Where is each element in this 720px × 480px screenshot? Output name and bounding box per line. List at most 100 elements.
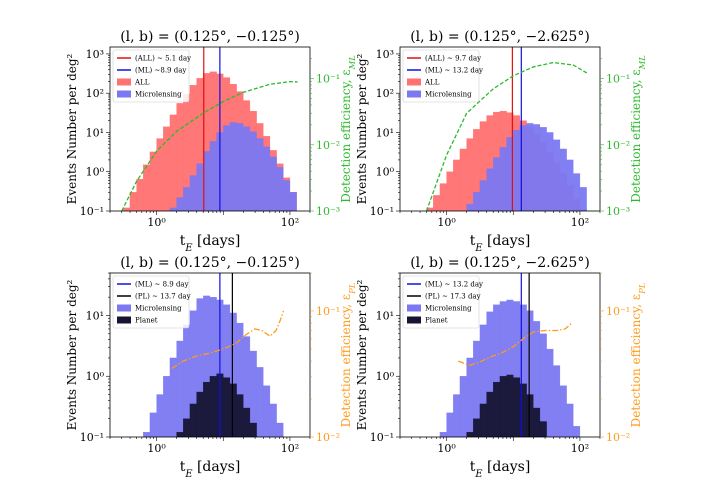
chart-panel-top-right: 10⁰ 10² 10⁻¹ 10⁰ 10¹ 10² 10³ 10⁻³ 10⁻² 10⁻¹ (l, b)…: [355, 29, 647, 254]
y2-axis-label: Detection efficiency, εPL: [629, 282, 647, 427]
legend-box: [402, 49, 480, 103]
y-axis-label: Events Number per deg²: [355, 53, 369, 204]
legend-entry-label: Microlensing: [425, 305, 472, 313]
legend-entry-label: (ML) ~ 8.9 day: [135, 281, 189, 289]
bar-planet: [499, 376, 507, 437]
bar-microlensing: [546, 348, 554, 437]
x-axis-label: tE [days]: [470, 233, 531, 254]
bar-microlensing: [176, 197, 184, 211]
legend-entry-label: (ML) ~8.9 day: [135, 67, 186, 75]
legend-box: [112, 49, 190, 103]
bar-microlensing: [499, 147, 507, 211]
bar-microlensing: [466, 357, 474, 437]
y2-tick-label: 10⁻¹: [606, 305, 630, 318]
y-tick-label: 10⁻¹: [370, 431, 394, 444]
legend-patch-swatch: [117, 304, 131, 312]
x-axis-label: tE [days]: [470, 459, 531, 480]
bar-microlensing: [243, 126, 251, 211]
bar-microlensing: [573, 426, 581, 437]
bar-all: [446, 171, 454, 211]
x-tick-label: 10²: [281, 442, 299, 455]
bar-planet: [539, 421, 547, 437]
bar-microlensing: [163, 376, 171, 437]
y-tick-label: 10²: [376, 87, 394, 100]
y-axis-label: Events Number per deg²: [65, 53, 79, 204]
bar-microlensing: [169, 357, 177, 437]
legend-patch-swatch: [407, 316, 421, 324]
legend-entry-label: ALL: [134, 79, 150, 87]
x-tick-label: 10⁰: [437, 216, 456, 229]
x-axis-label: tE [days]: [180, 233, 241, 254]
y-tick-label: 10⁰: [376, 166, 395, 179]
x-axis-label: tE [days]: [180, 459, 241, 480]
y2-tick-label: 10⁻²: [316, 139, 340, 152]
y2-tick-label: 10⁻³: [606, 205, 630, 218]
bar-microlensing: [566, 159, 574, 211]
y2-axis-label: Detection efficiency, εML: [629, 55, 647, 203]
bar-microlensing: [446, 412, 454, 437]
bar-planet: [533, 407, 541, 437]
bar-microlensing: [453, 394, 461, 437]
bar-microlensing: [459, 376, 467, 437]
chart-title: (l, b) = (0.125°, −0.125°): [120, 255, 300, 271]
y2-axis-label: Detection efficiency, εPL: [339, 282, 357, 427]
bar-planet: [209, 376, 217, 437]
bar-microlensing: [189, 175, 197, 211]
x-tick-label: 10⁰: [437, 442, 456, 455]
legend-patch-swatch: [117, 78, 131, 86]
bar-planet: [486, 391, 494, 437]
bar-microlensing: [249, 131, 257, 211]
bar-microlensing: [473, 192, 481, 211]
bar-all: [123, 207, 131, 211]
axes-frame: [109, 272, 311, 438]
chart-title: (l, b) = (0.125°, −0.125°): [120, 29, 300, 45]
legend: (ML) ~ 8.9 day (PL) ~ 13.7 day Microlensin…: [112, 275, 191, 329]
bar-planet: [189, 403, 197, 437]
legend-patch-swatch: [117, 316, 131, 324]
legend-entry-label: ALL: [424, 79, 440, 87]
x-tick-label: 10²: [281, 216, 299, 229]
bar-microlensing: [143, 432, 151, 437]
bar-planet: [526, 394, 534, 437]
bar-microlensing: [579, 187, 587, 211]
legend-entry-label: Microlensing: [135, 91, 182, 99]
bar-microlensing: [553, 365, 561, 437]
legend-entry-label: (ALL) ~ 5.1 day: [135, 55, 191, 63]
y-tick-label: 10²: [86, 87, 104, 100]
bar-microlensing: [196, 163, 204, 211]
y-tick-label: 10⁰: [376, 370, 395, 383]
bar-planet: [249, 422, 257, 437]
bar-microlensing: [559, 385, 567, 437]
efficiency-curve: [171, 310, 285, 369]
chart-title: (l, b) = (0.125°, −2.625°): [410, 255, 590, 271]
legend: (ML) ~ 13.2 day (PL) ~ 17.3 day Microlensi…: [402, 275, 483, 329]
bar-planet: [236, 394, 244, 437]
bar-planet: [513, 377, 521, 437]
legend-entry-label: (ML) ~ 13.2 day: [425, 281, 483, 289]
bar-planet: [479, 403, 487, 437]
bar-all: [156, 138, 164, 211]
chart-panel-bottom-left: 10⁰ 10² 10⁻¹ 10⁰ 10¹ 10⁻² 10⁻¹ (l, b) = (0.125°…: [65, 255, 357, 480]
y2-tick-label: 10⁻²: [606, 431, 630, 444]
legend-entry-label: Microlensing: [425, 91, 472, 99]
bar-microlensing: [573, 173, 581, 211]
efficiency-curve: [458, 322, 573, 367]
axes-frame: [399, 272, 601, 438]
bar-microlensing: [276, 422, 284, 437]
bar-planet: [466, 432, 474, 437]
efficiency-curve: [425, 61, 588, 211]
bar-all: [439, 183, 447, 211]
x-tick-label: 10⁰: [147, 216, 166, 229]
bar-microlensing: [229, 122, 237, 211]
bar-all: [466, 138, 474, 211]
y-tick-label: 10⁰: [86, 166, 105, 179]
bar-planet: [203, 381, 211, 437]
bar-all: [136, 178, 144, 211]
y-tick-label: 10¹: [86, 126, 104, 139]
plot-area: [425, 47, 588, 211]
axes-frame: [109, 46, 311, 212]
bar-microlensing: [553, 139, 561, 211]
legend-entry-label: Microlensing: [135, 305, 182, 313]
legend: (ALL) ~ 5.1 day (ML) ~8.9 day ALL Microlens…: [112, 49, 191, 103]
legend: (ALL) ~ 9.7 day (ML) ~ 13.2 day ALL Microle…: [402, 49, 483, 103]
